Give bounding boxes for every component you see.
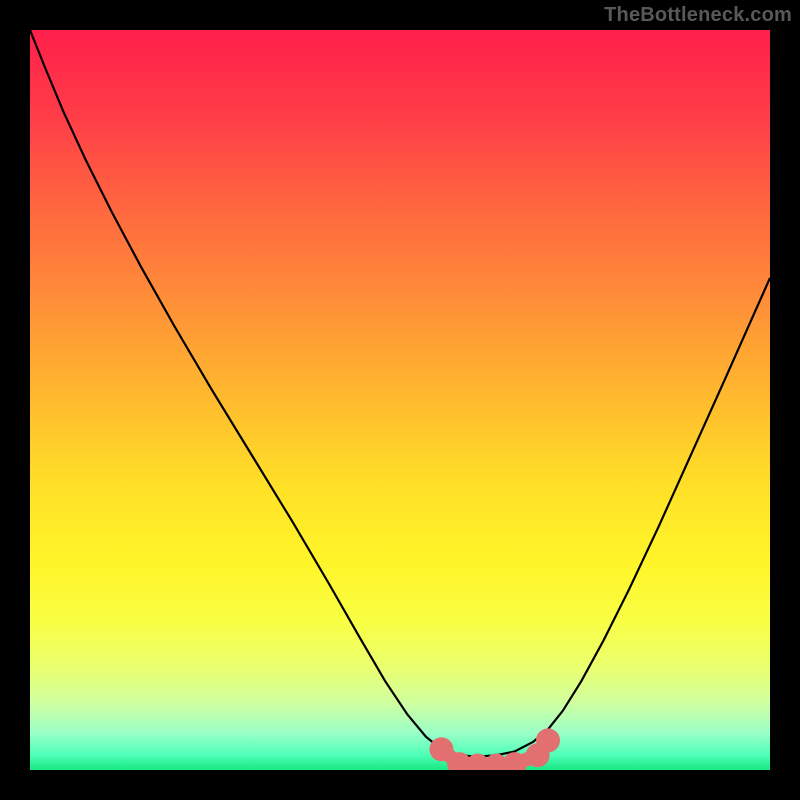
- chart-frame: TheBottleneck.com: [0, 0, 800, 800]
- optimal-point-marker: [536, 728, 560, 752]
- watermark-text: TheBottleneck.com: [604, 4, 792, 27]
- gradient-background: [30, 30, 770, 770]
- chart-svg: [30, 30, 770, 770]
- plot-area: [30, 30, 770, 770]
